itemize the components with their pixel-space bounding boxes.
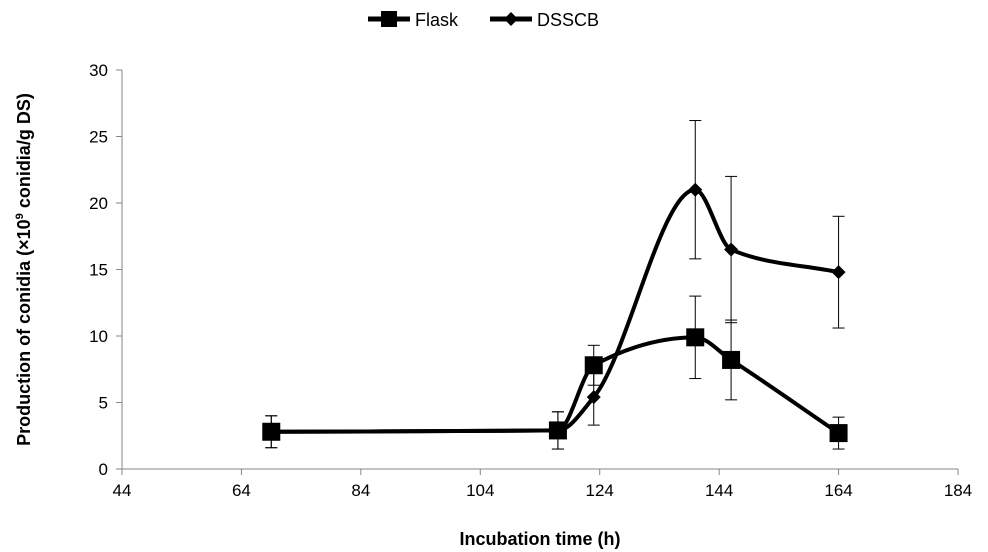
- diamond-marker: [586, 390, 601, 405]
- axes: 0 5 10 15 20 25 30 44 64 84 104 124 144 164 184: [89, 61, 972, 500]
- series-line: [269, 187, 841, 434]
- y-tick-label: 30: [89, 61, 108, 80]
- x-tick-label: 144: [705, 481, 733, 500]
- x-tick-label: 164: [824, 481, 852, 500]
- legend-label: Flask: [415, 10, 459, 30]
- square-marker: [722, 350, 741, 369]
- y-tick-label: 25: [89, 128, 108, 147]
- series-flask: [262, 295, 848, 450]
- series-line: [269, 335, 841, 436]
- x-tick-label: 124: [586, 481, 614, 500]
- legend-label: DSSCB: [537, 10, 599, 30]
- x-tick-label: 64: [232, 481, 251, 500]
- y-axis-title: Production of conidia (×109 conidia/g DS…: [14, 93, 34, 446]
- x-tick-label: 44: [113, 481, 132, 500]
- diamond-marker: [724, 242, 739, 257]
- y-tick-label: 5: [99, 394, 108, 413]
- legend-item-flask: Flask: [368, 10, 459, 30]
- y-tick-label: 15: [89, 261, 108, 280]
- diamond-marker: [550, 423, 565, 438]
- series-layer: [262, 120, 848, 450]
- square-marker: [686, 328, 705, 347]
- x-axis-title: Incubation time (h): [460, 529, 621, 549]
- diamond-marker: [504, 12, 518, 26]
- diamond-marker: [831, 265, 846, 280]
- square-marker: [829, 424, 848, 443]
- square-marker: [584, 356, 603, 375]
- y-axis-title-tail: conidia/g DS): [14, 93, 34, 213]
- legend-item-dsscb: DSSCB: [490, 10, 599, 30]
- legend: Flask DSSCB: [368, 10, 599, 30]
- y-axis-title-main: Production of conidia (×10: [14, 219, 34, 446]
- x-tick-label: 84: [351, 481, 370, 500]
- diamond-marker: [264, 424, 279, 439]
- y-axis-title-superscript: 9: [14, 213, 26, 219]
- y-tick-label: 0: [99, 460, 108, 479]
- y-tick-label: 10: [89, 327, 108, 346]
- y-tick-label: 20: [89, 194, 108, 213]
- diamond-marker: [688, 182, 703, 197]
- x-tick-label: 184: [944, 481, 972, 500]
- x-tick-label: 104: [466, 481, 494, 500]
- series-dsscb: [264, 120, 846, 450]
- square-marker: [381, 11, 397, 27]
